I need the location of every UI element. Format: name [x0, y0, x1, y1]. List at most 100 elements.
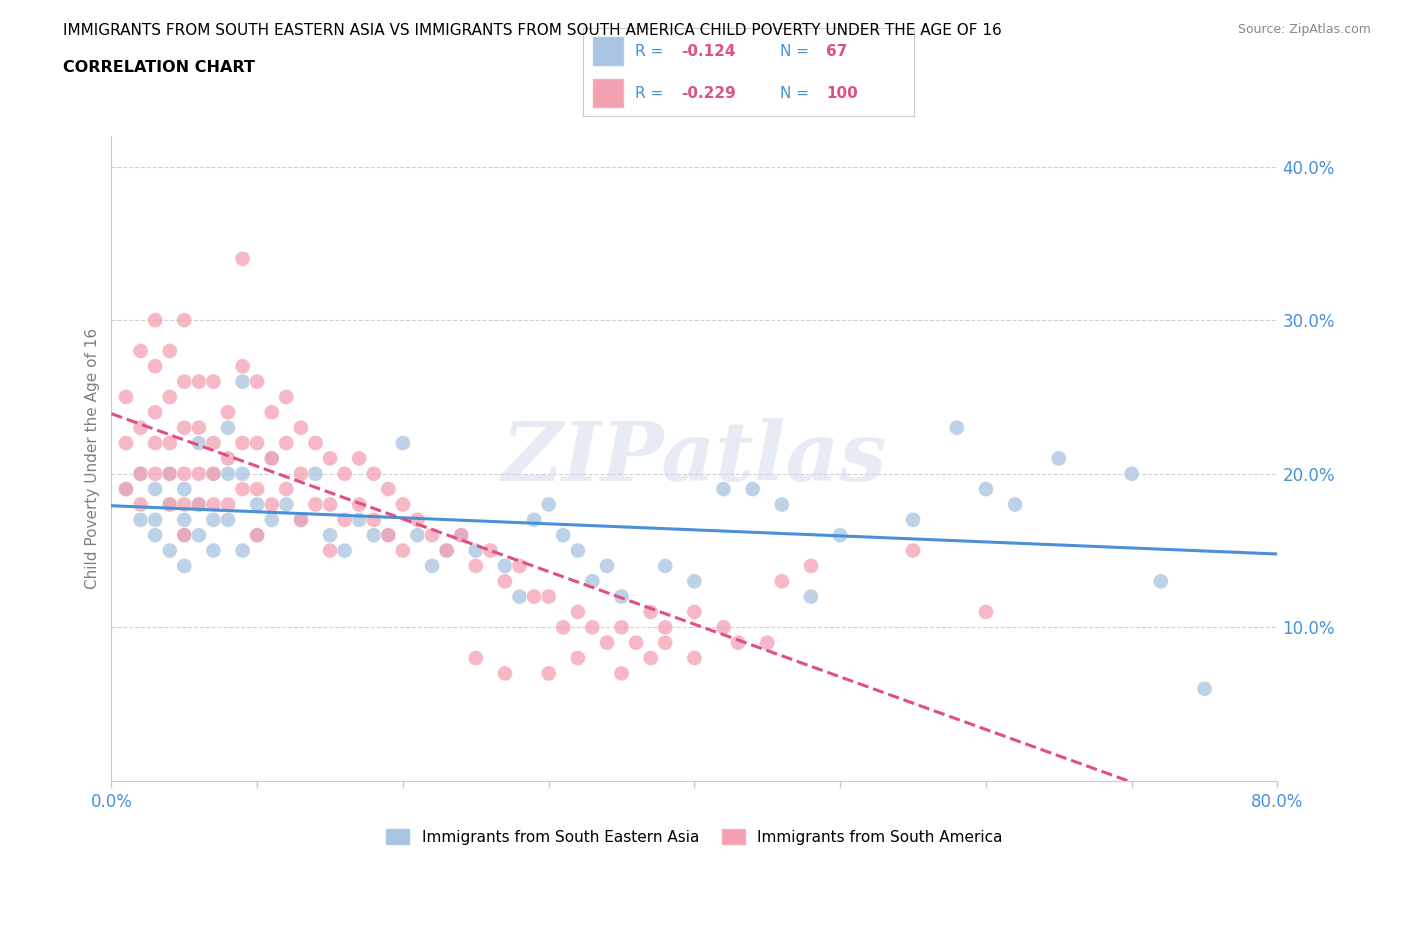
Point [129, 497, 152, 512]
Point [232, 374, 254, 389]
Point [304, 497, 326, 512]
Text: 100: 100 [827, 86, 858, 100]
Point [260, 497, 283, 512]
FancyBboxPatch shape [593, 79, 623, 108]
Point [187, 435, 209, 450]
Text: N =: N = [780, 45, 814, 60]
Point [129, 420, 152, 435]
Point [974, 482, 997, 497]
Point [143, 482, 166, 497]
Point [260, 405, 283, 419]
Point [290, 466, 312, 481]
Point [217, 497, 239, 512]
Point [202, 543, 225, 558]
Point [159, 497, 181, 512]
Point [173, 527, 195, 542]
Point [683, 651, 706, 666]
Point [945, 420, 967, 435]
Point [494, 558, 516, 573]
Point [508, 590, 530, 604]
Point [159, 543, 181, 558]
Point [537, 590, 560, 604]
Point [143, 512, 166, 527]
Point [319, 543, 342, 558]
Point [347, 512, 370, 527]
Point [347, 451, 370, 466]
Point [770, 574, 793, 589]
Point [129, 466, 152, 481]
Point [567, 604, 589, 619]
Point [756, 635, 779, 650]
Point [610, 590, 633, 604]
Point [610, 666, 633, 681]
Point [640, 651, 662, 666]
Point [115, 482, 138, 497]
Point [260, 451, 283, 466]
Point [333, 512, 356, 527]
Point [654, 558, 676, 573]
Point [377, 482, 399, 497]
Point [129, 466, 152, 481]
Point [377, 527, 399, 542]
Point [173, 558, 195, 573]
Point [319, 497, 342, 512]
Point [363, 527, 385, 542]
Point [129, 343, 152, 358]
Point [115, 482, 138, 497]
Point [232, 543, 254, 558]
Point [173, 497, 195, 512]
Point [901, 512, 924, 527]
Point [537, 497, 560, 512]
Point [173, 466, 195, 481]
Point [217, 405, 239, 419]
Point [1121, 466, 1143, 481]
Point [406, 527, 429, 542]
Text: -0.124: -0.124 [681, 45, 735, 60]
Point [319, 527, 342, 542]
Point [523, 590, 546, 604]
Point [187, 420, 209, 435]
Point [276, 497, 298, 512]
Point [202, 374, 225, 389]
Text: R =: R = [634, 86, 668, 100]
Point [436, 543, 458, 558]
Point [232, 251, 254, 266]
Point [202, 466, 225, 481]
Point [1047, 451, 1070, 466]
Point [553, 620, 575, 635]
Point [232, 435, 254, 450]
Point [654, 635, 676, 650]
Point [202, 512, 225, 527]
Point [347, 497, 370, 512]
Point [246, 527, 269, 542]
Point [610, 620, 633, 635]
Point [173, 312, 195, 327]
Point [173, 527, 195, 542]
Point [217, 420, 239, 435]
Point [232, 359, 254, 374]
Point [363, 466, 385, 481]
Point [187, 497, 209, 512]
Point [276, 435, 298, 450]
Point [596, 635, 619, 650]
Point [741, 482, 763, 497]
Point [260, 451, 283, 466]
Point [187, 374, 209, 389]
Point [406, 512, 429, 527]
Text: 67: 67 [827, 45, 848, 60]
Point [464, 558, 486, 573]
Point [246, 482, 269, 497]
Point [246, 374, 269, 389]
Point [624, 635, 647, 650]
Point [392, 543, 415, 558]
Point [450, 527, 472, 542]
Text: CORRELATION CHART: CORRELATION CHART [63, 60, 254, 75]
Point [159, 466, 181, 481]
Point [217, 512, 239, 527]
Point [159, 343, 181, 358]
Point [115, 390, 138, 405]
Point [974, 604, 997, 619]
Point [800, 558, 823, 573]
Text: R =: R = [634, 45, 668, 60]
Point [276, 390, 298, 405]
